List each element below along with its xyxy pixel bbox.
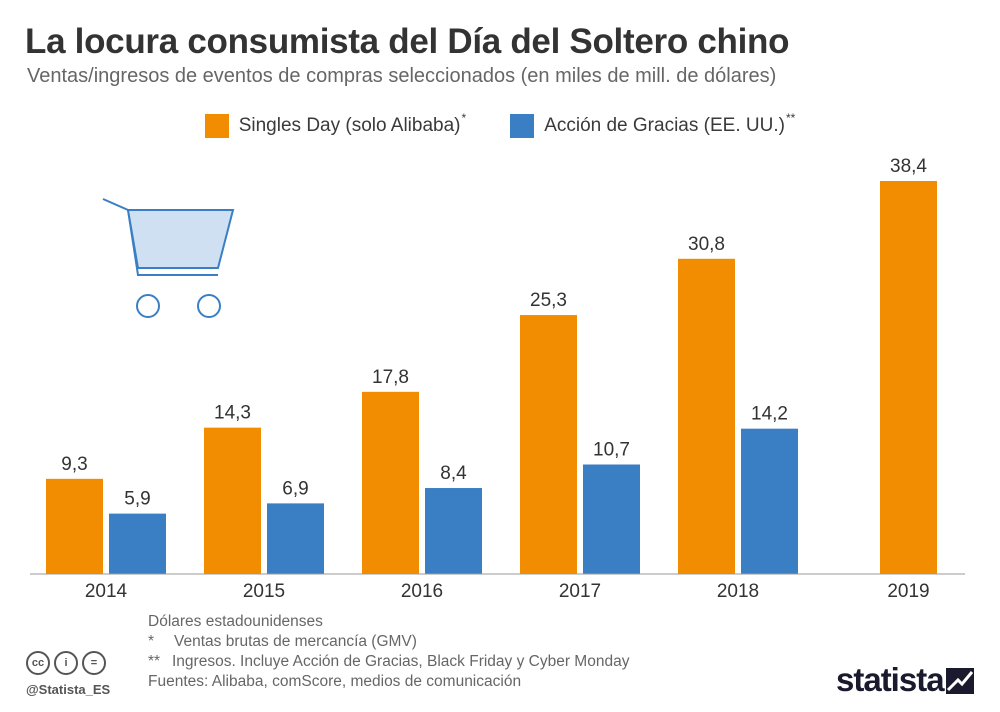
x-tick-2015: 2015	[243, 581, 285, 602]
chart-subtitle: Ventas/ingresos de eventos de compras se…	[27, 65, 777, 87]
bars-group: 9,3 5,9 14,3 6,9 17,8 8,4 25,3 10,7 30,8 14,2 38,4	[46, 156, 937, 574]
bar-singles-day-2015[interactable]	[204, 427, 261, 574]
x-tick-2014: 2014	[85, 581, 128, 602]
bar-singles-day-2016[interactable]	[362, 391, 419, 574]
legend-swatch-thanksgiving	[510, 114, 535, 138]
chart-title: La locura consumista del Día del Soltero…	[25, 22, 790, 61]
bar-thanksgiving-2016[interactable]	[425, 488, 482, 574]
value-label-thanksgiving-2017: 10,7	[593, 439, 630, 460]
note-sources: Fuentes: Alibaba, comScore, medios de co…	[148, 673, 522, 690]
legend-item-singles-day: Singles Day (solo Alibaba) *	[204, 111, 467, 138]
note-gmv: * Ventas brutas de mercancía (GMV)	[148, 632, 629, 652]
x-tick-2019: 2019	[887, 581, 929, 602]
legend-label-singles-day: Singles Day (solo Alibaba)	[238, 115, 461, 136]
statista-logo-text[interactable]: statista	[836, 661, 945, 698]
note-gmv-mark: *	[148, 633, 155, 650]
note-gmv-text: Ventas brutas de mercancía (GMV)	[174, 633, 417, 650]
bar-thanksgiving-2015[interactable]	[267, 503, 324, 574]
bar-singles-day-2014[interactable]	[46, 478, 103, 574]
value-label-thanksgiving-2015: 6,9	[282, 478, 308, 499]
legend-item-thanksgiving: Acción de Gracias (EE. UU.) **	[510, 111, 796, 138]
note-currency: Dólares estadounidenses	[148, 613, 323, 630]
x-tick-labels: 2014 2015 2016 2017 2018 2019	[85, 581, 930, 602]
by-icon[interactable]: i	[54, 651, 78, 675]
bar-singles-day-2017[interactable]	[520, 315, 577, 574]
bar-thanksgiving-2017[interactable]	[583, 464, 640, 574]
x-tick-2016: 2016	[401, 581, 443, 602]
note-revenue-mark: **	[148, 653, 161, 670]
x-tick-2017: 2017	[559, 581, 601, 602]
value-label-singles-day-2019: 38,4	[890, 156, 927, 177]
note-revenue-text: Ingresos. Incluye Acción de Gracias, Bla…	[172, 653, 630, 670]
legend-label-thanksgiving: Acción de Gracias (EE. UU.)	[544, 115, 785, 136]
note-revenue: ** Ingresos. Incluye Acción de Gracias, B…	[148, 652, 629, 672]
value-label-singles-day-2017: 25,3	[530, 290, 567, 311]
value-label-thanksgiving-2018: 14,2	[751, 404, 788, 425]
bar-singles-day-2018[interactable]	[678, 258, 735, 574]
legend-mark-thanksgiving: **	[785, 111, 796, 125]
value-label-thanksgiving-2014: 5,9	[124, 489, 150, 510]
bar-thanksgiving-2014[interactable]	[109, 513, 166, 574]
shopping-cart-icon	[102, 198, 235, 318]
legend: Singles Day (solo Alibaba) * Acción de Gr…	[0, 111, 1000, 138]
value-label-singles-day-2015: 14,3	[214, 403, 251, 424]
value-label-singles-day-2016: 17,8	[372, 367, 409, 388]
statista-logo-icon	[946, 668, 974, 694]
x-tick-2018: 2018	[717, 581, 759, 602]
legend-mark-singles-day: *	[461, 111, 467, 125]
value-label-singles-day-2014: 9,3	[61, 454, 87, 475]
statista-handle[interactable]: @Statista_ES	[26, 682, 111, 697]
license-icons: cc i =	[26, 651, 106, 675]
value-label-singles-day-2018: 30,8	[688, 234, 725, 255]
legend-swatch-singles-day	[204, 114, 229, 138]
cc-icon[interactable]: cc	[26, 651, 50, 675]
nd-icon[interactable]: =	[82, 651, 106, 675]
value-label-thanksgiving-2016: 8,4	[440, 463, 467, 484]
bar-thanksgiving-2018[interactable]	[741, 428, 798, 574]
notes: Dólares estadounidenses * Ventas brutas d…	[148, 612, 629, 692]
bar-singles-day-2019[interactable]	[880, 181, 937, 574]
